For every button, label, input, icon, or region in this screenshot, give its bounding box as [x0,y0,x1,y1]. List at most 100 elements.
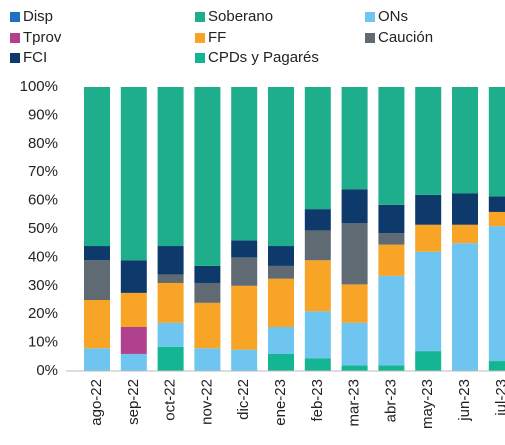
x-tick-label: nov-22 [198,379,215,425]
bar-segment [194,302,221,349]
y-tick-label: 70% [28,163,58,180]
bar-segment [231,240,258,258]
x-tick-label: jun-23 [456,379,473,422]
bar-segment [341,189,368,224]
legend-swatch [195,33,205,43]
legend-label: Caución [378,29,433,46]
bar-segment [194,282,221,303]
legend-swatch [365,33,375,43]
bar-segment [231,285,258,350]
y-tick-label: 30% [28,277,58,294]
bar-segment [120,260,147,293]
bar-segment [378,275,405,366]
bar-segment [304,209,331,231]
bar-segment [378,204,405,234]
bar-segment [194,265,221,283]
x-tick-label: ago-22 [88,379,105,426]
legend-label: FF [208,29,226,46]
bar-segment [378,233,405,245]
legend-swatch [10,12,20,22]
bar-segment [268,246,294,266]
bar-segment [268,326,294,354]
bar-segment [268,278,294,327]
bar-segment [157,87,184,247]
x-tick-label: jul-23 [493,379,505,417]
y-tick-label: 20% [28,305,58,322]
legend-label: FCI [23,49,47,66]
legend-label: Disp [23,8,53,25]
y-tick-label: 0% [36,362,58,379]
bar-segment [194,348,221,371]
bar-segment [415,194,442,225]
y-tick-label: 50% [28,220,58,237]
x-tick-label: ene-23 [272,379,289,426]
y-tick-label: 80% [28,135,58,152]
bar-segment [415,251,442,352]
x-tick-label: feb-23 [309,379,326,422]
bar-segment [415,224,442,252]
legend-swatch [10,53,20,63]
bar-segment [157,346,184,371]
bar-segment [84,300,110,349]
bar-segment [120,353,147,371]
bar-segment [488,196,505,212]
bar-segment [304,358,331,371]
bar-segment [231,257,258,286]
bar-segment [415,351,442,371]
legend-label: Soberano [208,8,273,25]
bar-segment [452,87,478,194]
bar-segment [488,226,505,362]
bar-segment [84,246,110,261]
legend-swatch [195,53,205,63]
y-tick-label: 40% [28,248,58,265]
y-tick-label: 100% [20,78,58,95]
bar-segment [488,211,505,227]
bar-segment [268,353,294,371]
x-tick-label: oct-22 [162,379,179,421]
bar-segment [84,348,110,371]
bar-segment [120,292,147,327]
bar-segment [452,243,478,371]
bar-segment [415,87,442,195]
x-tick-label: sep-22 [125,379,142,425]
bar-segment [452,224,478,244]
bar-segment [304,230,331,261]
legend-label: Tprov [23,29,62,46]
bar-segment [378,87,405,205]
bar-segment [157,246,184,275]
bar-segment [341,223,368,285]
bar-segment [157,282,184,323]
bar-segment [268,87,294,247]
bar-segment [84,87,110,247]
x-tick-label: may-23 [419,379,436,429]
bar-segment [488,87,505,197]
bar-segment [157,322,184,347]
bar-segment [452,193,478,225]
legend-swatch [195,12,205,22]
bar-segment [378,244,405,276]
bar-segment [268,265,294,279]
bar-segment [231,349,258,371]
legend-label: ONs [378,8,408,25]
legend-swatch [365,12,375,22]
x-tick-label: dic-22 [235,379,252,420]
bar-segment [341,284,368,323]
x-tick-label: mar-23 [346,379,363,427]
bar-segment [341,87,368,190]
bar-segment [194,87,221,266]
bar-segment [120,326,147,354]
bar-segment [231,87,258,241]
y-tick-label: 90% [28,106,58,123]
legend-swatch [10,33,20,43]
bar-segment [304,260,331,312]
bar-segment [304,87,331,210]
bar-segment [341,365,368,371]
y-tick-label: 60% [28,192,58,209]
bar-segment [378,365,405,371]
bar-segment [304,311,331,359]
legend-label: CPDs y Pagarés [208,49,319,66]
y-tick-label: 10% [28,334,58,351]
bar-segment [84,260,110,300]
bar-segment [157,274,184,283]
